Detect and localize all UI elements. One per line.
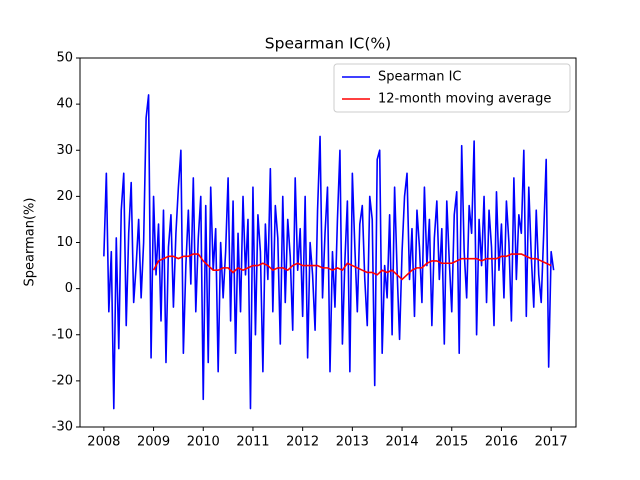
y-tick-label: -20 xyxy=(52,373,73,388)
legend-box xyxy=(333,63,571,113)
y-tick-label: 30 xyxy=(56,143,73,158)
y-tick-label: -10 xyxy=(52,327,73,342)
y-tick-label: 40 xyxy=(56,97,73,112)
x-tick-label: 2013 xyxy=(336,435,369,450)
x-tick-label: 2009 xyxy=(137,435,170,450)
data-line xyxy=(103,94,555,410)
x-tick-label: 2014 xyxy=(386,435,419,450)
y-axis-label: Spearman(%) xyxy=(23,198,38,287)
y-tick-label: -30 xyxy=(52,420,73,435)
plot-frame xyxy=(79,57,577,428)
x-tick-label: 2011 xyxy=(236,435,269,450)
legend-label: 12-month moving average xyxy=(378,92,551,107)
y-tick-label: 50 xyxy=(56,51,73,66)
chart-title: Spearman IC(%) xyxy=(265,35,391,53)
x-tick-label: 2012 xyxy=(286,435,319,450)
legend-label: Spearman IC xyxy=(378,70,462,85)
y-tick-label: 20 xyxy=(56,189,73,204)
y-tick-label: 0 xyxy=(65,281,73,296)
y-tick-label: 10 xyxy=(56,235,73,250)
x-tick-label: 2010 xyxy=(187,435,220,450)
x-tick-label: 2016 xyxy=(485,435,518,450)
x-tick-label: 2017 xyxy=(535,435,568,450)
x-tick-label: 2008 xyxy=(87,435,120,450)
data-line xyxy=(152,253,552,281)
x-tick-label: 2015 xyxy=(435,435,468,450)
